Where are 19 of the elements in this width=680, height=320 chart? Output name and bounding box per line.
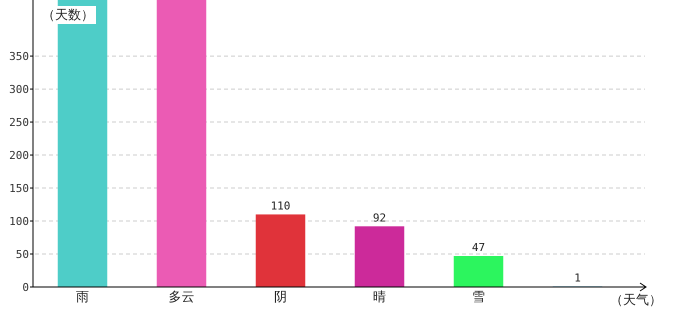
y-tick-label: 350 [9,50,29,63]
y-tick-label: 300 [9,82,29,96]
y-tick-label: 50 [16,248,29,261]
data-label: 47 [472,240,486,254]
x-tick-label: 晴 [373,290,386,305]
y-tick-label: 150 [9,182,29,195]
data-label: 1 [574,271,581,284]
y-tick-label: 250 [9,116,29,129]
y-tick-label: 0 [22,280,29,294]
x-tick-label: 雪 [472,290,485,305]
data-label: 110 [270,199,290,212]
x-tick-label: 雨 [76,290,89,305]
x-tick-label: 阴 [274,290,287,305]
y-tick-label: 200 [9,148,29,162]
y-axis-title: （天数） [42,8,94,23]
y-tick-label: 100 [9,214,29,228]
data-label: 92 [372,211,386,224]
x-tick-label: 多云 [168,290,194,305]
x-axis-title: （天气） [610,293,662,308]
